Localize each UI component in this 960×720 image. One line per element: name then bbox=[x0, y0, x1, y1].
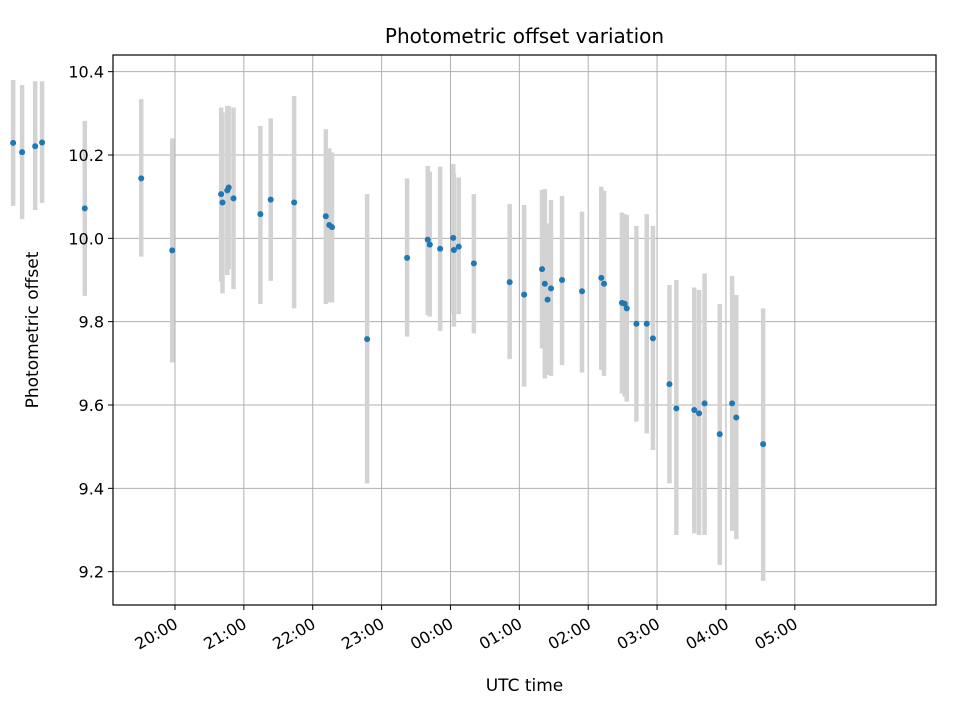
data-point bbox=[598, 274, 605, 281]
data-point bbox=[544, 296, 551, 303]
data-point bbox=[455, 243, 462, 250]
data-point bbox=[539, 266, 546, 273]
data-point bbox=[32, 143, 39, 150]
data-point bbox=[218, 191, 225, 198]
y-tick-label: 9.8 bbox=[79, 313, 104, 332]
data-point bbox=[541, 280, 548, 287]
y-axis: 9.2 9.4 9.6 9.8 10.0 10.2 10.4 bbox=[68, 63, 113, 582]
data-point bbox=[257, 211, 264, 218]
data-point bbox=[733, 414, 740, 421]
data-point bbox=[579, 288, 586, 295]
data-point bbox=[470, 260, 477, 267]
y-tick-label: 10.0 bbox=[68, 229, 104, 248]
data-point bbox=[601, 280, 608, 287]
data-point bbox=[39, 139, 46, 146]
data-point bbox=[506, 279, 513, 286]
data-point bbox=[729, 400, 736, 407]
data-point bbox=[225, 184, 232, 191]
data-point bbox=[548, 285, 555, 292]
data-point bbox=[621, 300, 628, 307]
data-point bbox=[219, 199, 226, 206]
data-point bbox=[426, 241, 433, 248]
data-point bbox=[649, 335, 656, 342]
data-point bbox=[267, 196, 274, 203]
data-point bbox=[673, 405, 680, 412]
y-axis-label: Photometric offset bbox=[23, 251, 43, 408]
data-point bbox=[81, 205, 88, 212]
data-point bbox=[559, 277, 566, 283]
x-axis-label: UTC time bbox=[486, 676, 564, 696]
data-point bbox=[404, 254, 411, 261]
data-point bbox=[633, 320, 640, 327]
data-points bbox=[10, 139, 767, 448]
y-tick-label: 9.4 bbox=[79, 479, 104, 498]
data-point bbox=[291, 199, 298, 206]
data-point bbox=[666, 381, 673, 388]
y-tick-label: 9.2 bbox=[79, 563, 104, 582]
y-tick-label: 10.2 bbox=[68, 146, 104, 165]
data-point bbox=[424, 236, 431, 243]
data-point bbox=[450, 247, 457, 253]
data-point bbox=[450, 234, 457, 241]
data-point bbox=[623, 305, 630, 312]
data-point bbox=[329, 224, 336, 231]
data-point bbox=[322, 213, 329, 220]
data-point bbox=[19, 149, 26, 156]
data-point bbox=[521, 291, 528, 298]
plot-area-frame bbox=[112, 54, 937, 606]
data-point bbox=[760, 441, 767, 448]
data-point bbox=[10, 139, 17, 146]
data-point bbox=[643, 320, 650, 327]
data-point bbox=[716, 431, 723, 438]
y-tick-label: 9.6 bbox=[79, 396, 104, 415]
data-point bbox=[138, 175, 145, 182]
chart-title: Photometric offset variation bbox=[385, 24, 664, 48]
data-point bbox=[169, 247, 176, 254]
data-point bbox=[437, 245, 444, 252]
y-tick-label: 10.4 bbox=[68, 63, 104, 82]
data-point bbox=[696, 410, 703, 417]
data-point bbox=[230, 195, 237, 202]
data-point bbox=[691, 407, 698, 413]
data-point bbox=[701, 400, 708, 407]
data-point bbox=[364, 336, 371, 343]
